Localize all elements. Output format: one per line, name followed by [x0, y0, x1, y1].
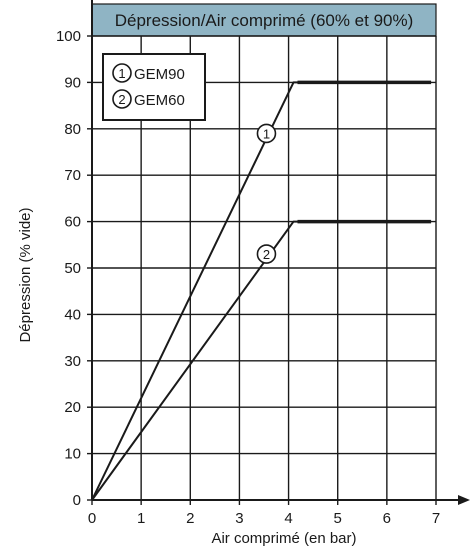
x-tick-label: 5	[334, 510, 342, 527]
series	[91, 80, 432, 501]
y-tick-label: 60	[64, 214, 81, 231]
x-tick-label: 0	[88, 510, 96, 527]
x-tick-labels: 0 1 2 3 4 5 6 7	[88, 510, 440, 527]
legend-label-1: GEM90	[134, 66, 185, 83]
y-tick-label: 10	[64, 446, 81, 463]
axes	[87, 0, 470, 505]
chart-title: Dépression/Air comprimé (60% et 90%)	[115, 11, 414, 30]
legend-marker-1	[112, 63, 132, 83]
x-axis-label: Air comprimé (en bar)	[211, 530, 356, 547]
y-axis-label: Dépression (% vide)	[17, 207, 34, 342]
x-tick-label: 3	[235, 510, 243, 527]
y-tick-label: 40	[64, 306, 81, 323]
series-marker-label: 2	[263, 247, 270, 262]
x-tick-label: 4	[284, 510, 292, 527]
y-tick-label: 100	[56, 28, 81, 45]
y-tick-label: 30	[64, 353, 81, 370]
y-tick-labels: 0 10 20 30 40 50 60 70 80 90 100	[56, 28, 81, 509]
legend-box	[102, 53, 206, 121]
y-tick-label: 80	[64, 121, 81, 138]
y-tick-label: 0	[73, 492, 81, 509]
legend-marker-2	[112, 89, 132, 109]
series-markers: 12	[256, 123, 277, 264]
legend-marker-1-text: 1	[118, 66, 125, 81]
series-marker-2	[256, 244, 277, 264]
x-tick-label: 7	[432, 510, 440, 527]
x-tick-label: 2	[186, 510, 194, 527]
x-tick-label: 1	[137, 510, 145, 527]
series-marker-1	[256, 123, 277, 144]
y-tick-label: 90	[64, 74, 81, 91]
y-tick-label: 70	[64, 167, 81, 184]
x-tick-label: 6	[383, 510, 391, 527]
legend-marker-2-text: 2	[118, 92, 125, 107]
legend: 1 GEM90 2 GEM60	[102, 53, 206, 121]
y-tick-label: 20	[64, 399, 81, 416]
legend-label-2: GEM60	[134, 92, 185, 109]
title-banner	[91, 3, 437, 37]
y-tick-label: 50	[64, 260, 81, 277]
series-marker-label: 1	[263, 126, 270, 141]
x-axis-arrow	[458, 495, 470, 505]
